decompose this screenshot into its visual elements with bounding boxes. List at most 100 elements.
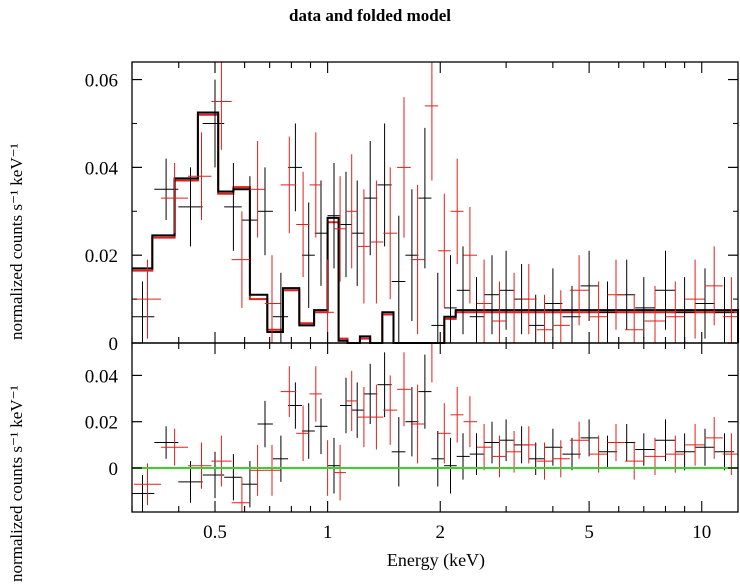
bottom-ytick-label: 0.04 [85,366,119,387]
top-panel-frame [131,61,739,344]
top-data-point [296,171,310,278]
bottom-data-point [314,398,328,455]
bottom-data-point [280,366,297,418]
bottom-data-point [309,366,322,422]
top-data-point [188,132,212,221]
top-data-point [456,246,470,335]
top-data-point [625,294,645,343]
bottom-data-point [340,377,352,434]
top-data-point [345,154,358,269]
top-ytick-label: 0.02 [85,246,118,267]
bottom-data-point [296,405,310,462]
top-data-point [463,206,477,304]
bottom-data-point [450,387,464,443]
axes-layer [131,61,739,513]
bottom-data-point [272,435,289,482]
top-data-point [397,97,411,238]
top-data-point [363,141,378,256]
top-data-point [383,167,398,300]
top-data-point [499,250,514,330]
bottom-data-point [391,417,406,487]
top-data-point [302,202,315,308]
bottom-data-point [224,454,242,501]
top-data-point [675,277,695,343]
bottom-data-point [506,431,522,473]
bottom-data-point [675,433,695,471]
top-data-point [450,158,464,264]
top-data-point [444,255,457,343]
top-data-point [694,268,715,339]
bottom-data-point [625,442,645,480]
top-data-point [598,281,618,343]
top-series-1 [133,62,738,343]
bottom-data-point [377,352,392,418]
ticks-layer: 0 0.02 0.04 0.06 0 0.02 0.04 0.5 1 2 5 10 [85,62,738,543]
top-data-point [178,167,203,247]
top-data-point [202,79,225,168]
bottom-ytick-label: 0 [109,459,119,480]
top-ytick-label: 0.06 [85,71,118,92]
bottom-data-point [552,440,570,478]
top-data-point [132,281,155,343]
top-data-point [133,259,162,339]
bottom-data-point [484,421,500,464]
top-data-point [544,268,563,339]
xtick-label: 2 [435,522,445,543]
bottom-data-point [302,403,315,459]
top-data-point [224,163,242,251]
bottom-data-point [327,437,340,494]
top-data-point [241,176,258,264]
top-data-point [665,281,686,343]
top-data-point [309,132,322,238]
bottom-data-point [588,435,608,473]
top-data-point [314,180,328,286]
bottom-data-point [685,424,705,466]
bottom-data-point [405,387,419,457]
top-ylabel: normalized counts s⁻¹ keV⁻¹ [7,143,26,340]
bottom-data-point [536,442,553,480]
bottom-data-point [288,382,302,429]
bottom-data-point [665,435,686,473]
bottom-data-point [383,375,398,445]
top-data-point [431,272,445,343]
model-step-red [132,113,739,344]
bottom-data-point [333,444,346,501]
bottom-series-1 [133,342,738,512]
top-data-point [536,294,553,343]
top-data-point [161,163,188,234]
top-ytick-label: 0 [109,334,119,355]
top-data-point [272,272,289,343]
bottom-series-0 [132,352,735,512]
bottom-data-point [644,437,666,475]
top-data-point [231,211,250,308]
top-data-point [257,167,273,256]
bottom-data-point [635,433,655,466]
top-data-point [264,255,281,343]
top-data-point [704,246,723,326]
chart-title: data and folded model [289,6,451,25]
bottom-data-point [704,417,723,459]
xtick-label: 5 [584,522,594,543]
bottom-data-point [231,477,250,512]
bottom-data-point [463,396,477,448]
xtick-label: 10 [692,522,711,543]
bottom-data-point [424,342,439,383]
bottom-data-point [357,387,371,448]
bottom-data-point [397,352,411,427]
bottom-data-point [654,419,676,462]
top-data-point [351,180,364,286]
bottom-data-point [161,428,188,466]
bottom-data-point [418,354,432,429]
data-points-layer [132,62,738,512]
bottom-data-point [211,435,232,487]
labels-layer: normalized counts s⁻¹ keV⁻¹ normalized c… [7,143,485,582]
bottom-data-point [345,370,358,431]
bottom-data-point [562,437,581,471]
top-data-point [280,136,297,234]
bottom-data-point [438,403,451,464]
top-data-point [249,141,265,238]
top-data-point [491,281,507,343]
top-data-point [357,189,371,304]
top-series-0 [132,79,735,343]
